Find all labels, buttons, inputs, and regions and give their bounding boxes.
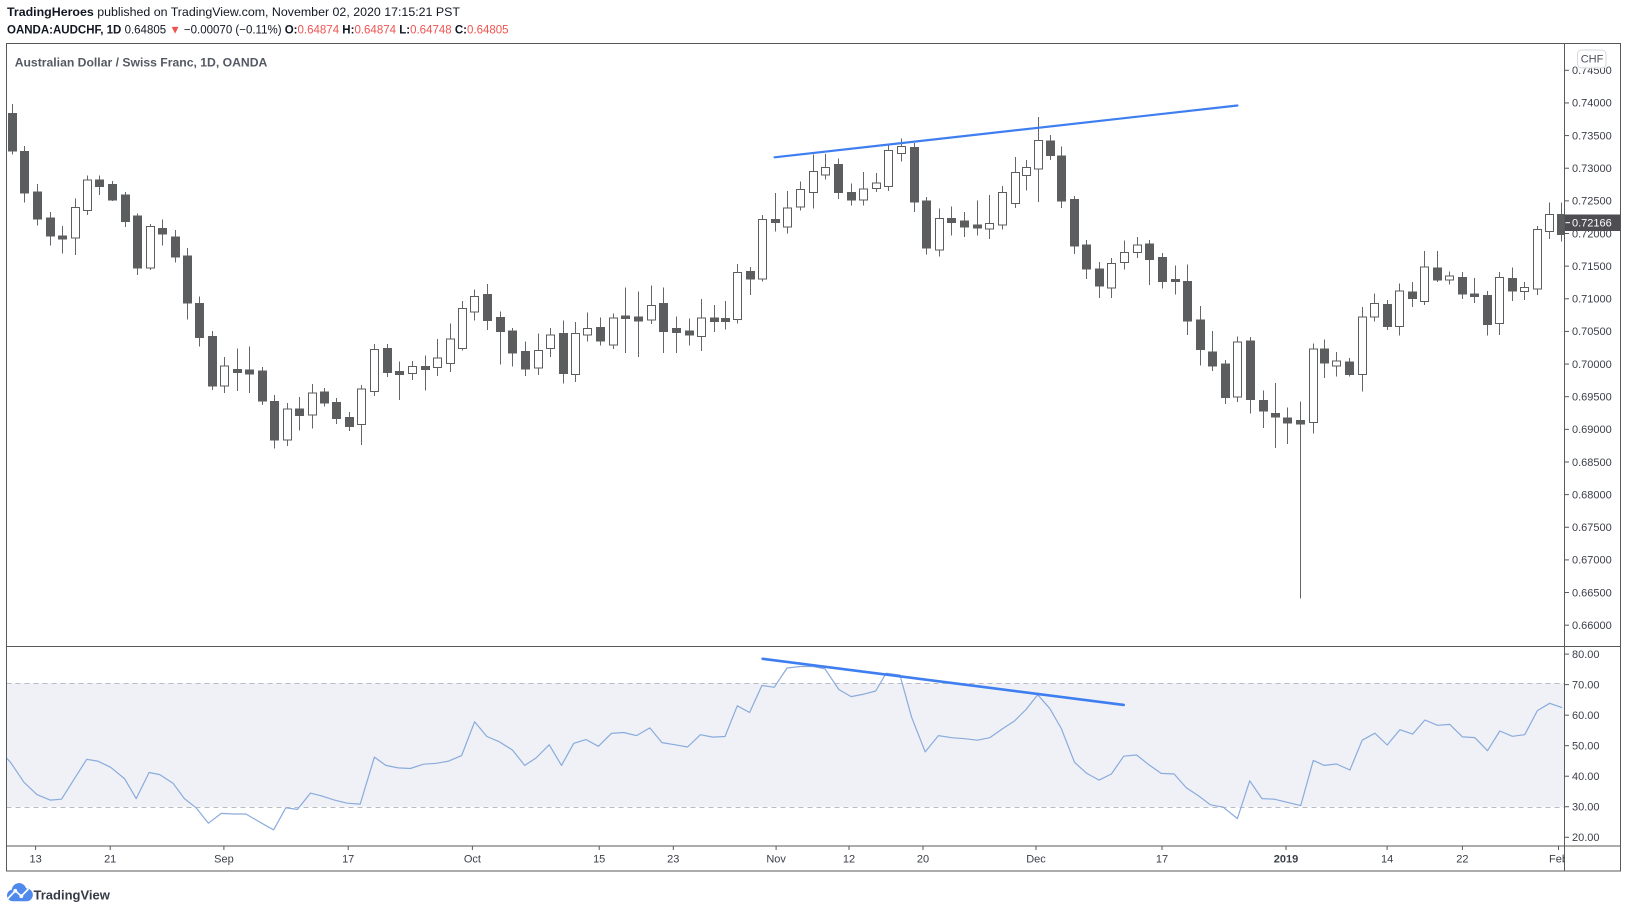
svg-text:Sep: Sep [214,854,234,866]
svg-text:60.00: 60.00 [1572,710,1600,722]
svg-text:0.72500: 0.72500 [1572,196,1612,208]
svg-text:0.68500: 0.68500 [1572,457,1612,469]
svg-text:0.71000: 0.71000 [1572,294,1612,306]
svg-text:CHF: CHF [1581,54,1604,66]
svg-text:Dec: Dec [1026,854,1046,866]
svg-text:Australian Dollar / Swiss Fran: Australian Dollar / Swiss Franc, 1D, OAN… [15,56,268,70]
svg-text:0.73000: 0.73000 [1572,163,1612,175]
svg-text:20: 20 [917,854,929,866]
svg-text:0.72166: 0.72166 [1572,218,1612,230]
svg-text:0.67500: 0.67500 [1572,522,1612,534]
svg-text:TradingView: TradingView [34,888,111,903]
svg-text:23: 23 [667,854,679,866]
svg-text:0.74000: 0.74000 [1572,98,1612,110]
svg-text:0.73500: 0.73500 [1572,130,1612,142]
svg-text:22: 22 [1456,854,1468,866]
svg-text:12: 12 [843,854,855,866]
svg-text:30.00: 30.00 [1572,802,1600,814]
svg-text:0.72000: 0.72000 [1572,228,1612,240]
svg-text:0.68000: 0.68000 [1572,489,1612,501]
svg-text:0.70000: 0.70000 [1572,359,1612,371]
svg-text:TradingHeroes published on Tra: TradingHeroes published on TradingView.c… [7,5,460,19]
svg-text:0.69000: 0.69000 [1572,424,1612,436]
svg-text:20.00: 20.00 [1572,832,1600,844]
svg-text:Oct: Oct [464,854,481,866]
svg-text:2019: 2019 [1274,854,1298,866]
svg-text:50.00: 50.00 [1572,740,1600,752]
svg-text:17: 17 [342,854,354,866]
svg-text:14: 14 [1381,854,1393,866]
svg-text:80.00: 80.00 [1572,649,1600,661]
svg-text:70.00: 70.00 [1572,679,1600,691]
svg-text:15: 15 [593,854,605,866]
svg-text:0.70500: 0.70500 [1572,326,1612,338]
svg-text:0.69500: 0.69500 [1572,392,1612,404]
svg-text:40.00: 40.00 [1572,771,1600,783]
svg-text:Nov: Nov [766,854,786,866]
svg-text:OANDA:AUDCHF, 1D 0.64805 ▼ −0: OANDA:AUDCHF, 1D 0.64805 ▼ −0.00070 (−0.… [7,24,509,36]
svg-text:0.71500: 0.71500 [1572,261,1612,273]
svg-text:21: 21 [104,854,116,866]
svg-text:0.66000: 0.66000 [1572,620,1612,632]
svg-text:0.66500: 0.66500 [1572,587,1612,599]
svg-text:13: 13 [29,854,41,866]
svg-text:0.67000: 0.67000 [1572,555,1612,567]
svg-text:Feb: Feb [1549,854,1568,866]
svg-text:17: 17 [1156,854,1168,866]
